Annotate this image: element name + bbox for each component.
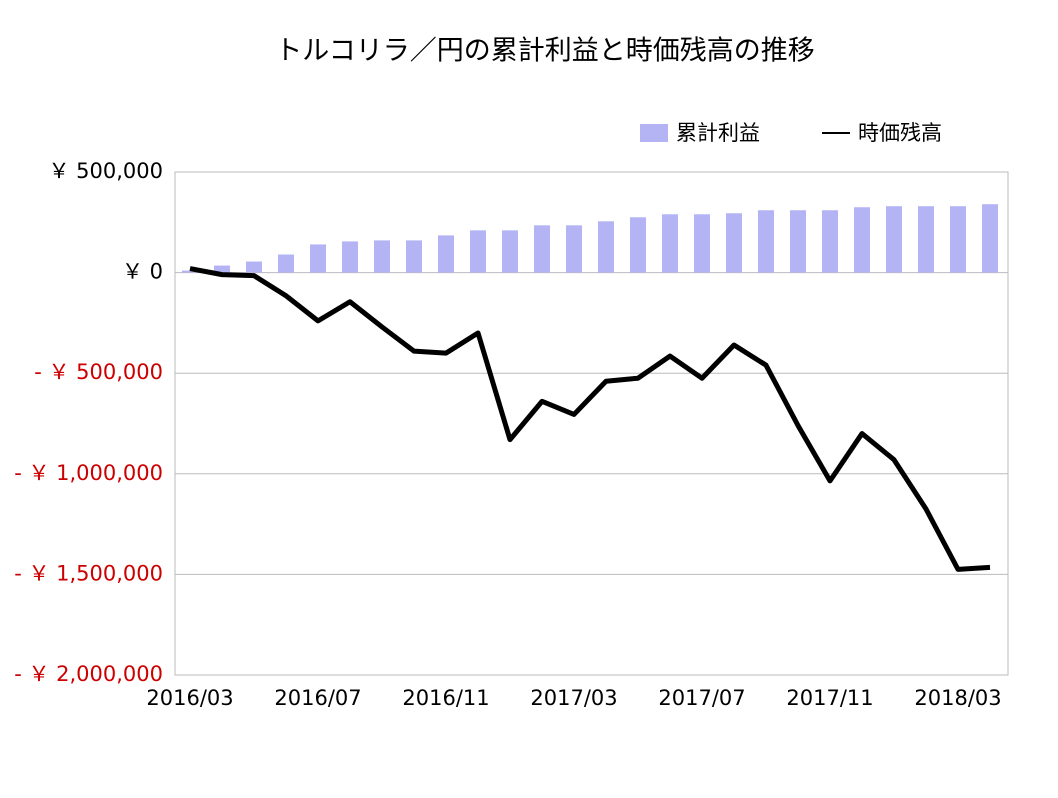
plot-frame xyxy=(174,171,1009,676)
x-tick-label: 2017/11 xyxy=(786,686,873,710)
bar xyxy=(790,210,806,273)
bar xyxy=(950,206,966,273)
bar xyxy=(470,230,486,273)
bar xyxy=(438,235,454,273)
y-tick-label: - ￥ 2,000,000 xyxy=(14,662,163,686)
line xyxy=(189,266,991,572)
bar xyxy=(566,225,582,273)
bar xyxy=(854,207,870,273)
y-tick-label: - ￥ 1,500,000 xyxy=(14,561,163,585)
bar xyxy=(726,213,742,273)
x-tick-label: 2017/07 xyxy=(658,686,745,710)
bar xyxy=(278,254,294,273)
bar xyxy=(598,221,614,273)
x-tick-label: 2016/11 xyxy=(402,686,489,710)
bar xyxy=(342,241,358,273)
bar xyxy=(310,244,326,273)
bar xyxy=(406,240,422,273)
bar xyxy=(630,217,646,273)
bar xyxy=(182,270,198,273)
bar xyxy=(214,265,230,273)
y-tick-label: ￥ 500,000 xyxy=(48,159,163,183)
legend-swatch xyxy=(640,124,668,142)
bar xyxy=(982,204,998,273)
y-tick-label: ￥ 0 xyxy=(122,260,163,284)
bar xyxy=(918,206,934,273)
legend-label: 時価残高 xyxy=(858,121,942,145)
bar xyxy=(694,214,710,273)
y-tick-label: - ￥ 500,000 xyxy=(34,360,163,384)
bar xyxy=(246,261,262,273)
bar xyxy=(374,240,390,273)
y-tick-label: - ￥ 1,000,000 xyxy=(14,461,163,485)
x-tick-label: 2016/03 xyxy=(146,686,233,710)
chart-title: トルコリラ／円の累計利益と時価残高の推移 xyxy=(275,36,814,67)
x-tick-label: 2016/07 xyxy=(274,686,361,710)
bar xyxy=(502,230,518,273)
bar xyxy=(758,210,774,273)
bar xyxy=(662,214,678,273)
bar xyxy=(534,225,550,273)
x-tick-label: 2018/03 xyxy=(914,686,1001,710)
legend-label: 累計利益 xyxy=(676,121,760,145)
bar xyxy=(886,206,902,273)
bar xyxy=(822,210,838,273)
x-tick-label: 2017/03 xyxy=(530,686,617,710)
